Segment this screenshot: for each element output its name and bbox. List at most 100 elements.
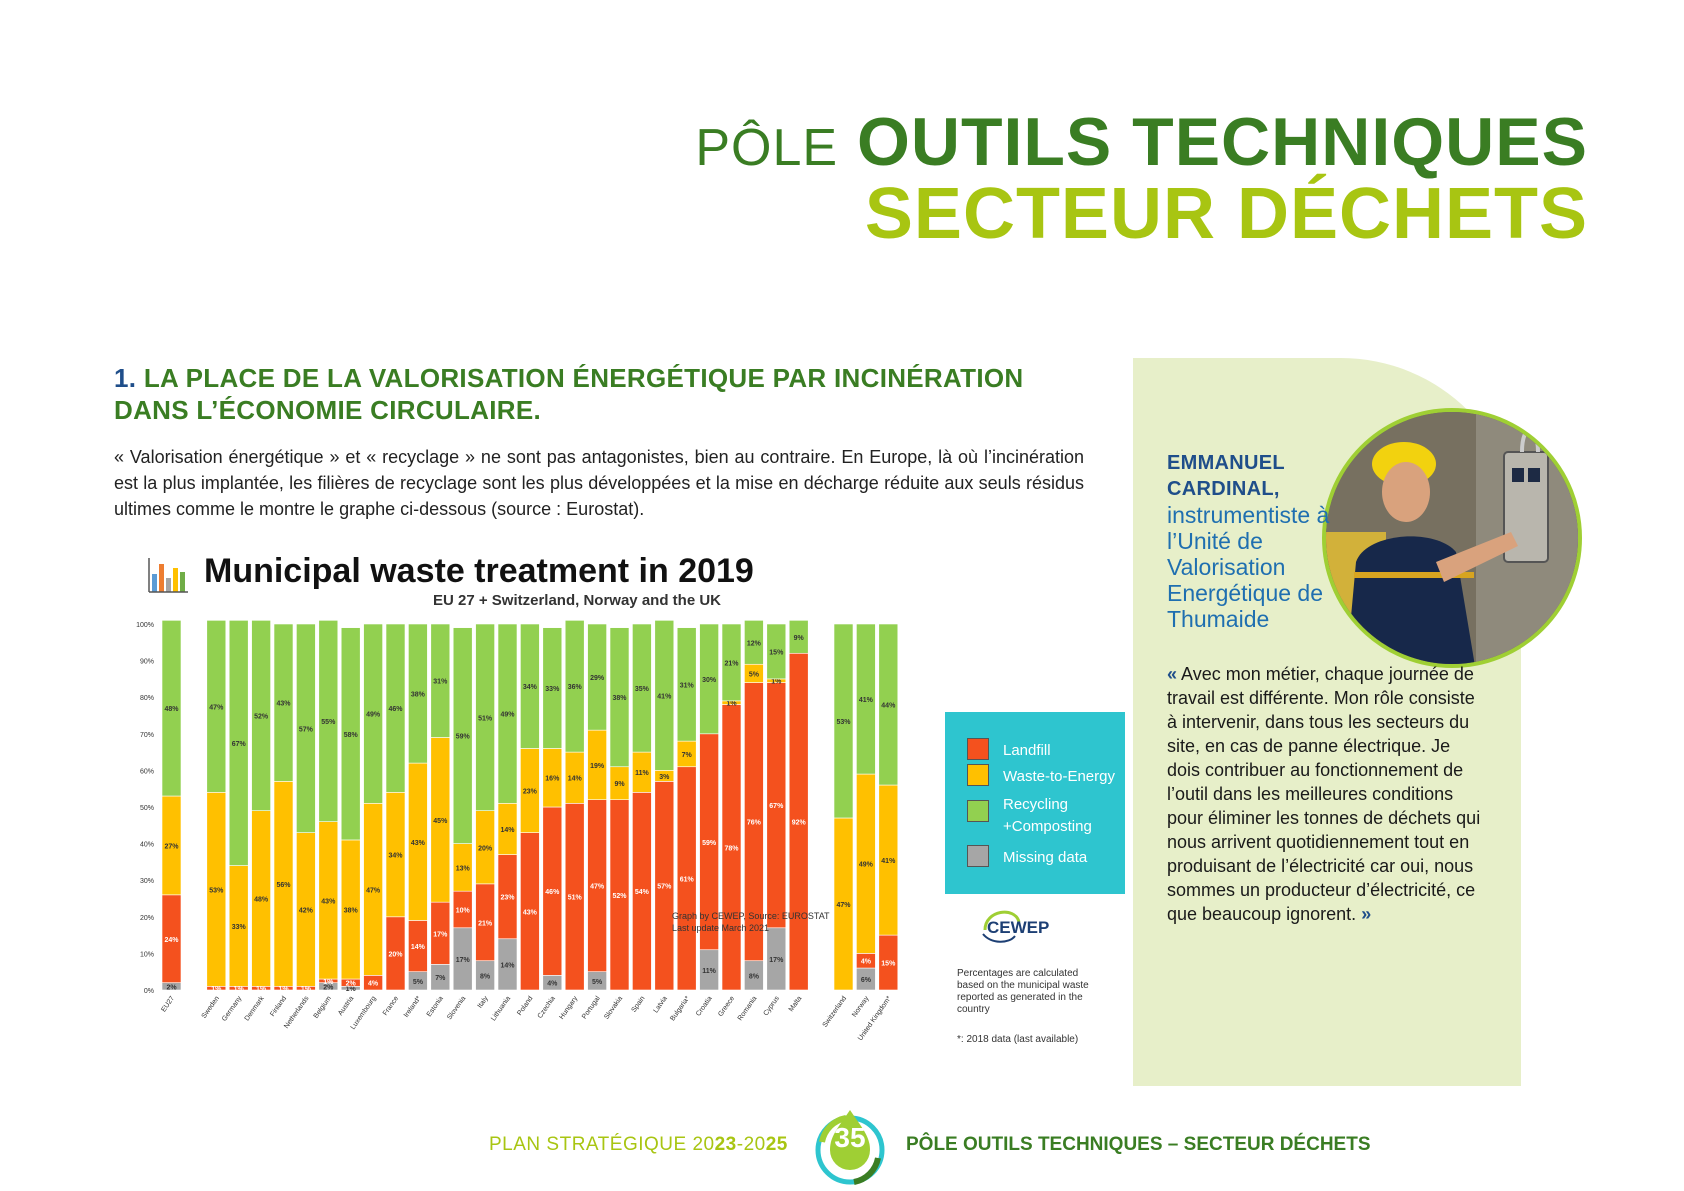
data-label: 7% [682,752,693,759]
data-label: 43% [321,898,336,905]
bar-chart-icon [148,558,188,593]
bar-segment [296,623,316,833]
bar-segment [699,623,719,735]
page-number: 35 [834,1122,866,1153]
bar-segment [632,623,652,753]
data-label: 15% [881,961,896,968]
data-label: 21% [478,920,493,927]
data-label: 43% [523,909,538,916]
cewep-swirl-icon [982,910,1021,943]
category-label: Sweden [201,995,221,1020]
title-main: OUTILS TECHNIQUES [856,104,1588,180]
category-label: Latvia [652,995,669,1014]
bar-segment [251,620,271,811]
data-label: 14% [568,776,583,783]
category-label: Denmark [244,995,266,1023]
quote-open: « [1167,664,1178,684]
data-label: 47% [209,704,224,711]
data-label: 51% [478,715,493,722]
data-label: 54% [635,889,650,896]
worker-photo-icon [1326,412,1578,664]
bar-segment [833,623,854,819]
bar-segment [408,623,428,764]
data-label: 31% [680,682,695,689]
bar-segment [318,620,339,822]
y-tick-label: 60% [140,768,154,775]
category-label: Croatia [695,995,714,1018]
bar-segment [856,623,876,775]
data-label: 5% [413,979,424,986]
data-label: 16% [545,776,560,783]
cewep-logo: CEWEP [975,900,1065,950]
data-label: 15% [769,649,784,656]
data-label: 7% [435,975,446,982]
data-label: 2% [346,981,357,988]
data-label: 52% [254,714,269,721]
data-label: 1% [726,701,737,708]
bar-segment [228,620,249,866]
data-label: 11% [702,968,716,975]
bar-segment [520,623,540,749]
recycle-drop-icon [815,1110,885,1185]
data-label: 41% [657,693,672,700]
data-label: 58% [344,732,359,739]
title-prefix: PÔLE [695,119,839,177]
data-label: 14% [500,827,515,834]
category-label: Finland [269,995,288,1018]
data-label: 57% [299,726,314,733]
data-label: 36% [568,684,583,691]
bar-segment [206,620,227,793]
data-label: 67% [769,803,784,810]
data-label: 5% [749,671,760,678]
data-label: 35% [635,686,650,693]
data-label: 57% [657,884,672,891]
waste-chart: Municipal waste treatment in 2019 EU 27 … [118,552,1128,1058]
category-label: France [382,995,400,1017]
data-label: 78% [724,845,739,852]
data-label: 48% [254,897,269,904]
data-label: 67% [232,741,247,748]
data-label: 8% [749,973,760,980]
category-label: Spain [631,995,647,1014]
data-label: 14% [411,944,426,951]
bar-segment [161,620,182,797]
category-label: Malta [788,995,804,1013]
y-tick-label: 10% [140,951,154,958]
data-label: 48% [164,706,179,713]
bar-segment [475,623,495,811]
section-heading: 1. LA PLACE DE LA VALORISATION ÉNERGÉTIQ… [114,362,1084,426]
data-label: 1% [346,986,357,993]
data-label: 17% [769,957,784,964]
title-line-1: PÔLE OUTILS TECHNIQUES [695,108,1588,176]
data-label: 27% [164,843,179,850]
data-label: 43% [411,840,426,847]
person-name-line2: CARDINAL, [1167,478,1280,500]
bar-segment [452,627,473,844]
bar-segment [587,623,607,731]
category-label: Portugal [581,995,602,1021]
data-label: 29% [590,675,605,682]
data-label: 52% [612,893,627,900]
data-label: 11% [635,770,649,777]
category-label: Ireland* [403,995,423,1019]
bar-segment [654,620,675,771]
data-label: 19% [590,763,605,770]
data-label: 34% [523,684,538,691]
data-label: 9% [614,781,625,788]
data-label: 33% [232,924,247,931]
data-label: 1% [256,986,267,993]
y-tick-label: 90% [140,659,154,666]
data-label: 45% [433,818,448,825]
data-label: 20% [478,845,493,852]
data-label: 53% [836,719,851,726]
data-label: 47% [366,887,381,894]
data-label: 38% [411,692,426,699]
chart-footnote: *: 2018 data (last available) [957,1034,1079,1045]
y-tick-label: 70% [140,732,154,739]
data-label: 55% [321,719,336,726]
chart-legend: Landfill Waste-to-Energy Recycling +Compo… [945,712,1125,894]
quote-text: Avec mon métier, chaque journée de trava… [1167,664,1481,924]
data-label: 13% [456,865,471,872]
cewep-logo-text: CEWEP [987,918,1050,937]
section-number: 1. [114,363,137,393]
